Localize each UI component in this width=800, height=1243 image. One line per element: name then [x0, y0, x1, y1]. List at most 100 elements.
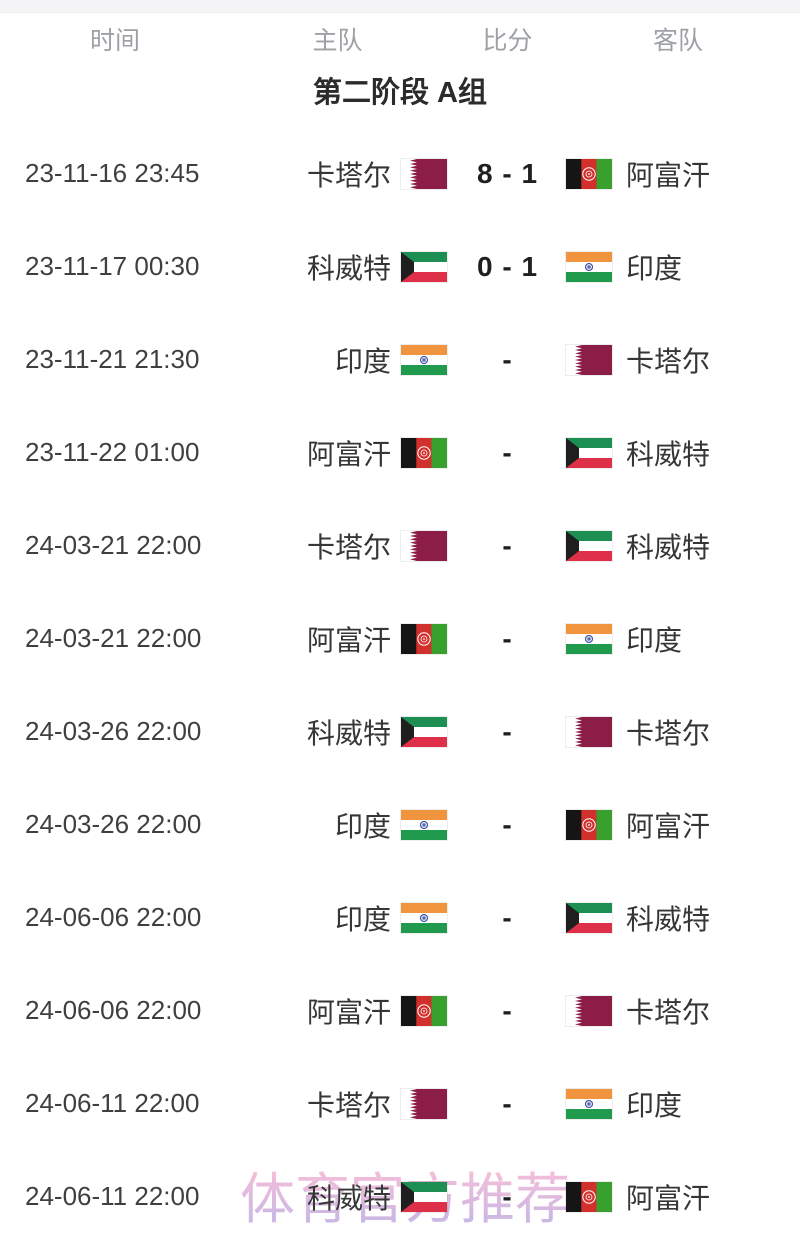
- match-row[interactable]: 24-03-26 22:00 印度 - 阿富汗: [0, 778, 800, 871]
- away-team-name: 卡塔尔: [626, 717, 711, 749]
- away-team-name: 印度: [626, 252, 683, 284]
- kuwait-flag-icon: [566, 437, 612, 468]
- home-team: 印度: [230, 805, 455, 845]
- away-team-name: 阿富汗: [626, 1182, 711, 1214]
- away-team-name: 印度: [626, 624, 683, 656]
- kuwait-flag-icon: [566, 902, 612, 933]
- match-row[interactable]: 24-06-11 22:00 卡塔尔 - 印度: [0, 1057, 800, 1150]
- match-time: 24-06-06 22:00: [25, 995, 202, 1025]
- match-score: -: [502, 436, 513, 468]
- home-team: 科威特: [230, 1177, 455, 1217]
- match-row[interactable]: 23-11-21 21:30 印度 - 卡塔尔: [0, 313, 800, 406]
- away-team: 印度: [560, 1084, 800, 1124]
- away-team: 卡塔尔: [560, 340, 800, 380]
- match-list: 23-11-16 23:45 卡塔尔 8 - 1 阿富汗 23-11-17 00…: [0, 127, 800, 1243]
- column-header-home: 主队: [312, 27, 363, 55]
- home-team: 印度: [230, 340, 455, 380]
- home-team-name: 卡塔尔: [306, 531, 391, 563]
- match-score: -: [502, 808, 513, 840]
- away-team-name: 阿富汗: [626, 810, 711, 842]
- match-time: 24-06-11 22:00: [25, 1181, 200, 1211]
- home-team: 印度: [230, 898, 455, 938]
- india-flag-icon: [401, 809, 447, 840]
- away-team: 卡塔尔: [560, 712, 800, 752]
- home-team-name: 科威特: [306, 1182, 391, 1214]
- match-score: -: [502, 622, 513, 654]
- home-team: 科威特: [230, 712, 455, 752]
- match-row[interactable]: 23-11-22 01:00 阿富汗 - 科威特: [0, 406, 800, 499]
- match-time: 23-11-21 21:30: [25, 344, 200, 374]
- home-team: 科威特: [230, 247, 455, 287]
- home-team-name: 印度: [334, 810, 391, 842]
- match-score: -: [502, 715, 513, 747]
- india-flag-icon: [401, 902, 447, 933]
- match-row[interactable]: 24-06-11 22:00 科威特 - 阿富汗: [0, 1150, 800, 1243]
- home-team-name: 卡塔尔: [306, 159, 391, 191]
- afghanistan-flag-icon: [566, 158, 612, 189]
- match-row[interactable]: 24-06-06 22:00 印度 - 科威特: [0, 871, 800, 964]
- group-title: 第二阶段 A组: [312, 77, 487, 109]
- qatar-flag-icon: [401, 158, 447, 189]
- qatar-flag-icon: [566, 716, 612, 747]
- kuwait-flag-icon: [566, 530, 612, 561]
- india-flag-icon: [566, 251, 612, 282]
- home-team-name: 科威特: [306, 252, 391, 284]
- away-team-name: 卡塔尔: [626, 345, 711, 377]
- home-team-name: 印度: [334, 903, 391, 935]
- home-team: 卡塔尔: [230, 154, 455, 194]
- qatar-flag-icon: [566, 344, 612, 375]
- match-score: -: [502, 994, 513, 1026]
- qatar-flag-icon: [401, 1088, 447, 1119]
- india-flag-icon: [401, 344, 447, 375]
- match-score: 8 - 1: [476, 157, 539, 189]
- away-team: 阿富汗: [560, 805, 800, 845]
- india-flag-icon: [566, 1088, 612, 1119]
- home-team-name: 阿富汗: [306, 624, 391, 656]
- match-time: 24-03-26 22:00: [25, 716, 202, 746]
- match-time: 24-03-21 22:00: [25, 530, 202, 560]
- home-team: 阿富汗: [230, 991, 455, 1031]
- away-team: 科威特: [560, 526, 800, 566]
- home-team: 阿富汗: [230, 433, 455, 473]
- top-strip: [0, 0, 800, 13]
- kuwait-flag-icon: [401, 1181, 447, 1212]
- kuwait-flag-icon: [401, 251, 447, 282]
- home-team: 阿富汗: [230, 619, 455, 659]
- match-time: 24-06-11 22:00: [25, 1088, 200, 1118]
- away-team: 印度: [560, 619, 800, 659]
- match-time: 24-03-26 22:00: [25, 809, 202, 839]
- away-team: 卡塔尔: [560, 991, 800, 1031]
- match-row[interactable]: 23-11-17 00:30 科威特 0 - 1 印度: [0, 220, 800, 313]
- match-row[interactable]: 24-03-21 22:00 阿富汗 - 印度: [0, 592, 800, 685]
- match-score: -: [502, 1180, 513, 1212]
- home-team-name: 科威特: [306, 717, 391, 749]
- match-score: -: [502, 901, 513, 933]
- away-team-name: 印度: [626, 1089, 683, 1121]
- afghanistan-flag-icon: [566, 1181, 612, 1212]
- match-score: 0 - 1: [476, 250, 539, 282]
- kuwait-flag-icon: [401, 716, 447, 747]
- away-team-name: 科威特: [626, 903, 711, 935]
- india-flag-icon: [566, 623, 612, 654]
- home-team-name: 印度: [334, 345, 391, 377]
- away-team-name: 科威特: [626, 531, 711, 563]
- match-time: 23-11-16 23:45: [25, 158, 200, 188]
- afghanistan-flag-icon: [401, 995, 447, 1026]
- match-score: -: [502, 529, 513, 561]
- away-team: 科威特: [560, 898, 800, 938]
- away-team-name: 卡塔尔: [626, 996, 711, 1028]
- home-team-name: 阿富汗: [306, 438, 391, 470]
- home-team: 卡塔尔: [230, 526, 455, 566]
- away-team: 科威特: [560, 433, 800, 473]
- match-row[interactable]: 24-03-21 22:00 卡塔尔 - 科威特: [0, 499, 800, 592]
- column-header-time: 时间: [89, 27, 140, 55]
- match-score: -: [502, 343, 513, 375]
- match-row[interactable]: 24-03-26 22:00 科威特 - 卡塔尔: [0, 685, 800, 778]
- afghanistan-flag-icon: [566, 809, 612, 840]
- match-row[interactable]: 24-06-06 22:00 阿富汗 - 卡塔尔: [0, 964, 800, 1057]
- afghanistan-flag-icon: [401, 437, 447, 468]
- qatar-flag-icon: [566, 995, 612, 1026]
- away-team: 印度: [560, 247, 800, 287]
- match-row[interactable]: 23-11-16 23:45 卡塔尔 8 - 1 阿富汗: [0, 127, 800, 220]
- match-time: 24-03-21 22:00: [25, 623, 202, 653]
